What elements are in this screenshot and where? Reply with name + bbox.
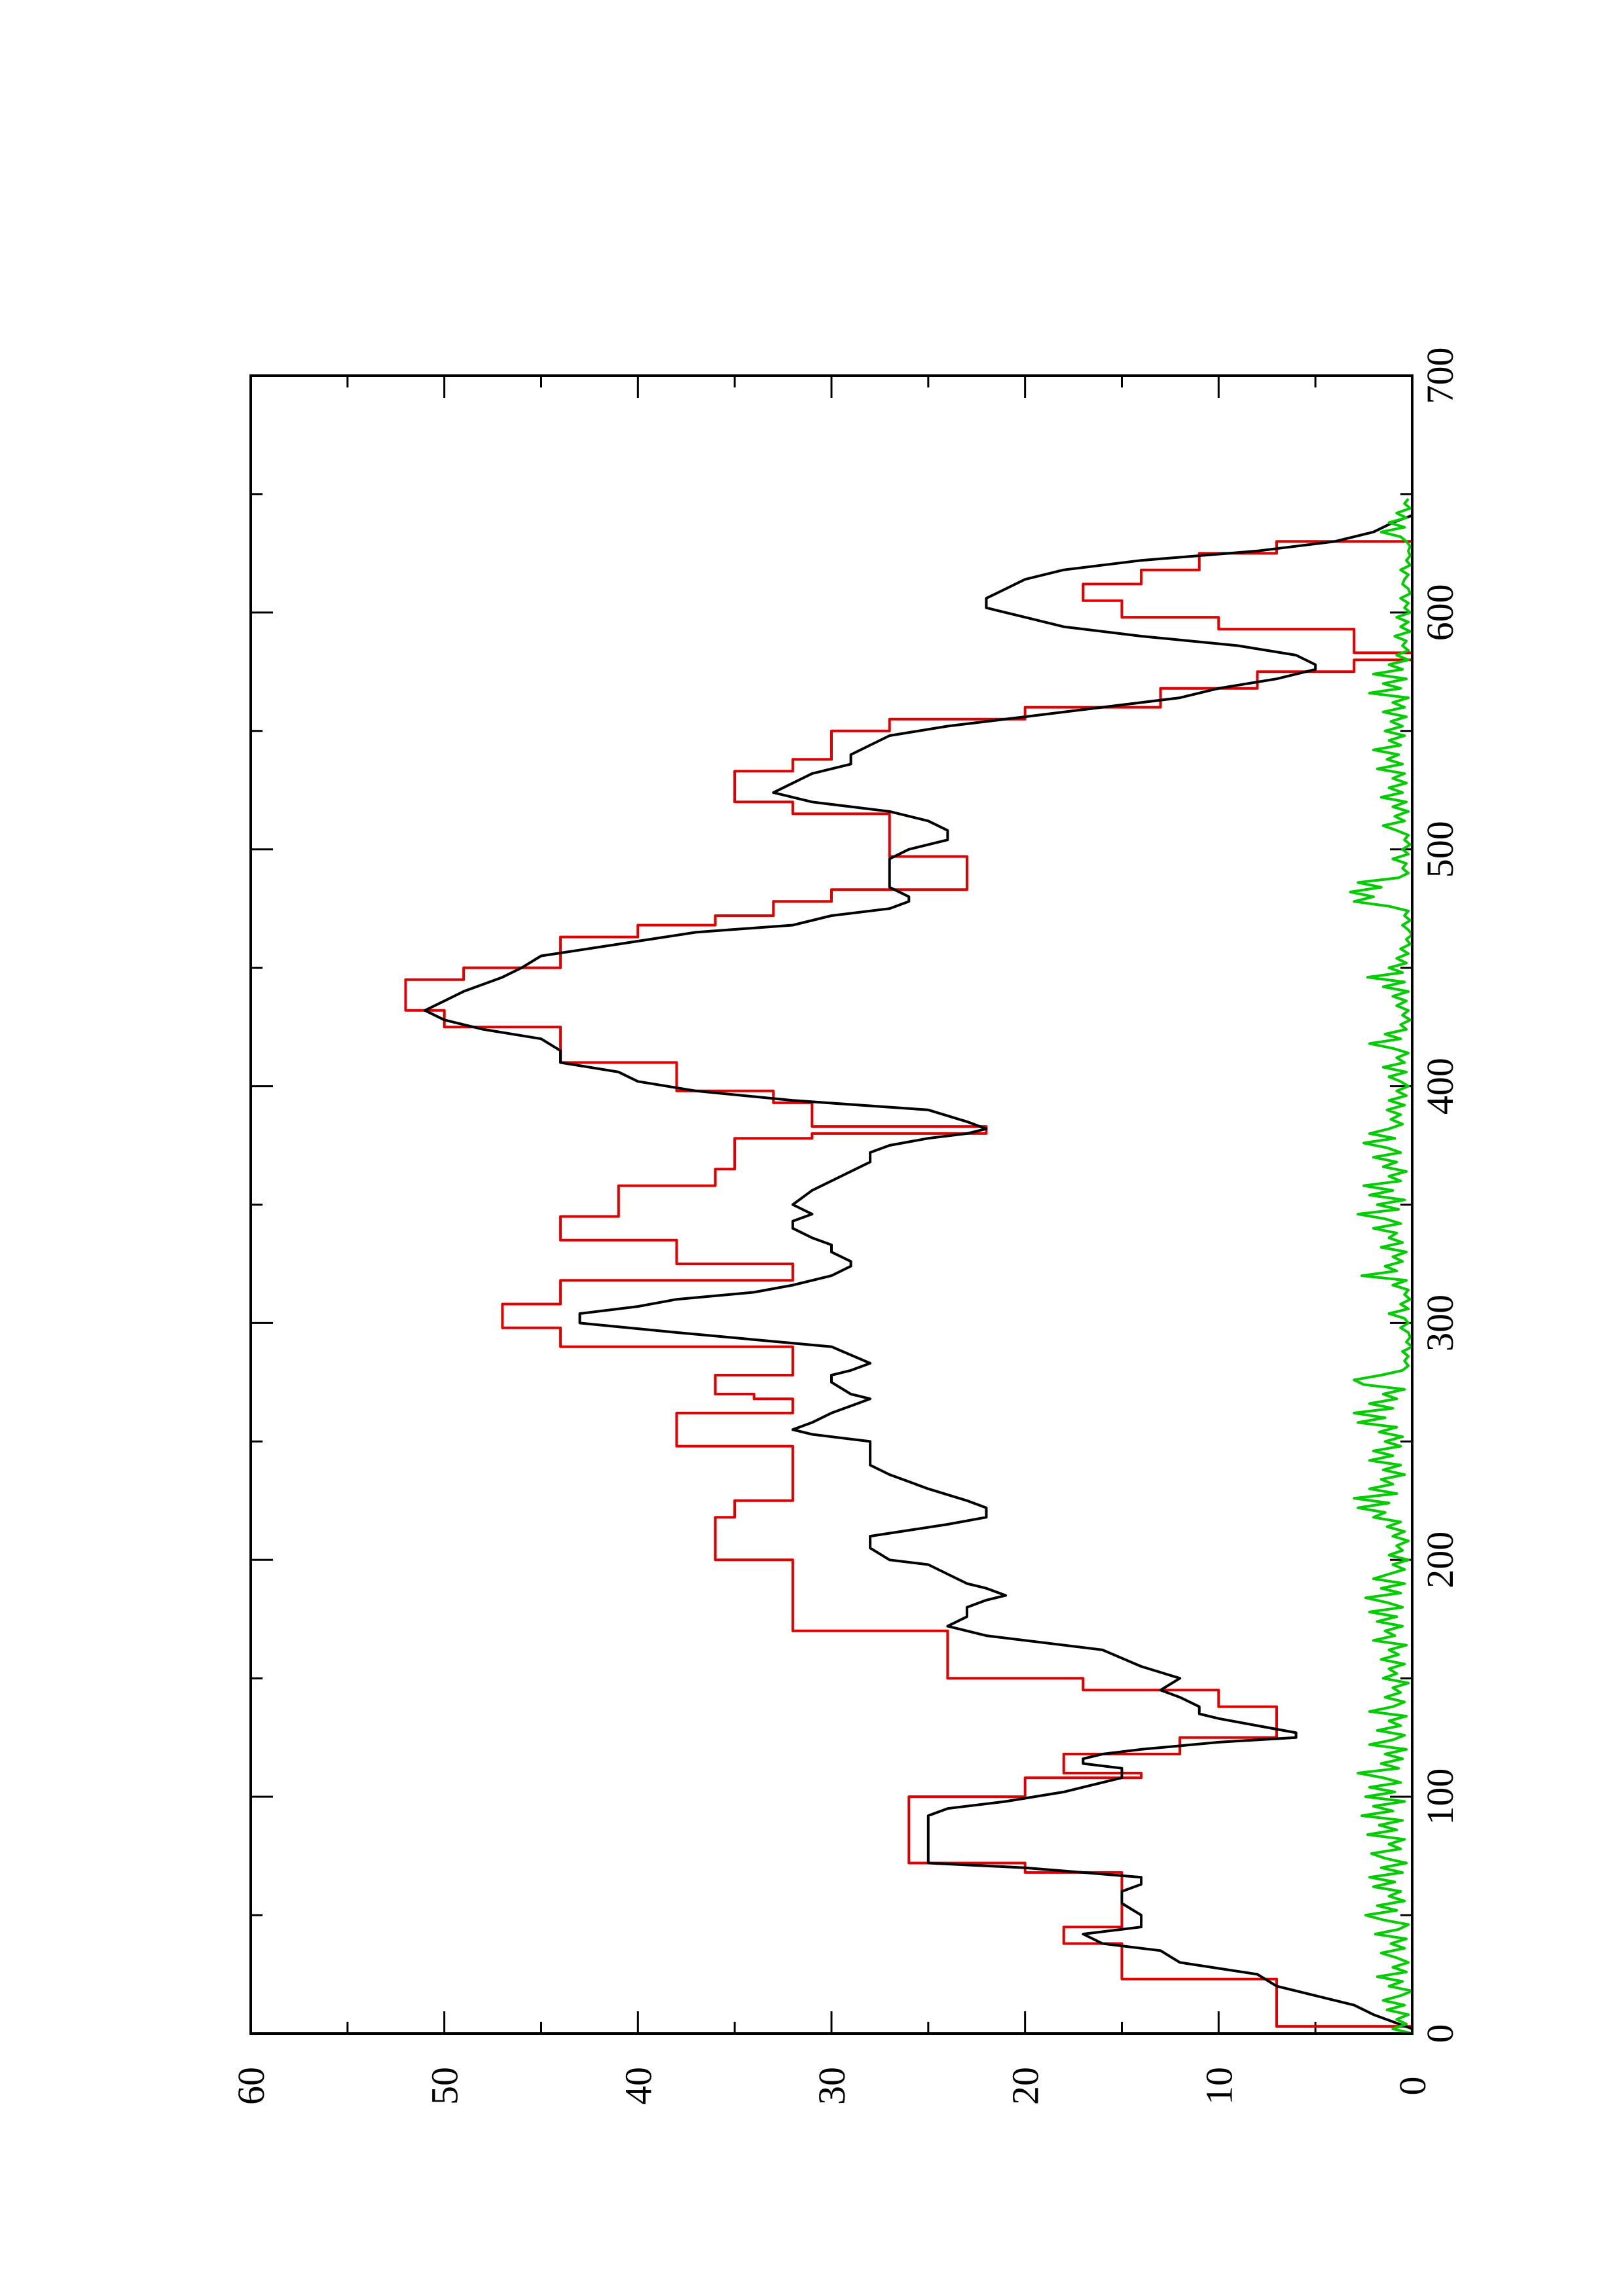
y-axis-tick-labels: 0 10 20 30 40 50 60 (230, 2067, 1434, 2105)
x-tick-label: 700 (1419, 348, 1461, 404)
x-tick-label: 0 (1419, 2024, 1461, 2043)
series-line-1 (404, 512, 1413, 2034)
x-tick-label: 600 (1419, 584, 1461, 641)
plot-frame (249, 374, 1413, 2035)
x-tick-label: 400 (1419, 1058, 1461, 1115)
series-line-2 (424, 514, 1413, 2030)
y-tick-label: 50 (424, 2067, 466, 2105)
y-tick-label: 0 (1391, 2077, 1434, 2096)
x-tick-label: 100 (1419, 1768, 1461, 1825)
x-tick-label: 200 (1419, 1532, 1461, 1588)
x-tick-label: 300 (1419, 1295, 1461, 1352)
y-tick-label: 60 (230, 2067, 272, 2105)
y-tick-label: 30 (811, 2067, 853, 2105)
series-layer (404, 497, 1413, 2035)
x-axis-tick-labels: 0 100 200 300 400 500 600 700 (1419, 348, 1461, 2043)
x-tick-label: 500 (1419, 821, 1461, 878)
y-tick-label: 40 (617, 2067, 659, 2105)
series-line-3 (1349, 497, 1413, 2035)
y-tick-label: 20 (1004, 2067, 1047, 2105)
y-tick-label: 10 (1197, 2067, 1240, 2105)
